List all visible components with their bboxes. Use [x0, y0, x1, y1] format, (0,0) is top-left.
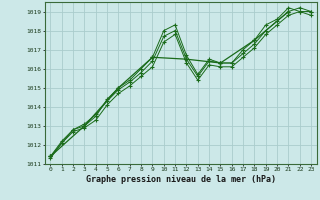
X-axis label: Graphe pression niveau de la mer (hPa): Graphe pression niveau de la mer (hPa): [86, 175, 276, 184]
